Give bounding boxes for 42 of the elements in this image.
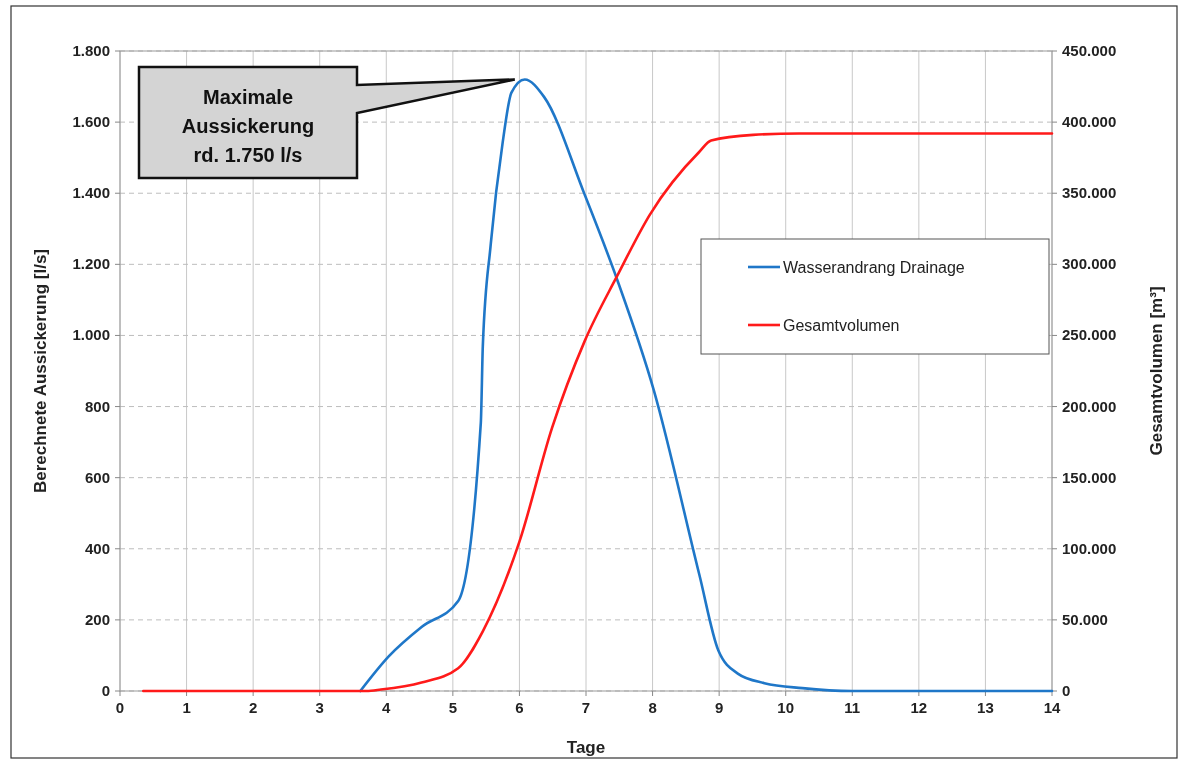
x-tick-label: 3 <box>315 699 324 716</box>
annotation: Maximale Aussickerung rd. 1.750 l/s <box>181 86 315 166</box>
x-tick-label: 7 <box>581 699 591 716</box>
x-tick-label: 5 <box>448 699 458 716</box>
y2-tick-label: 100.000 <box>1062 539 1117 557</box>
x-tick-label: 10 <box>777 699 795 716</box>
y2-tick-label: 0 <box>1062 682 1071 699</box>
y-tick-label: 0 <box>101 682 110 699</box>
y2-tick-label: 50.000 <box>1062 610 1108 628</box>
y2-tick-label: 200.000 <box>1062 397 1117 415</box>
y2-tick-label: 450.000 <box>1062 42 1117 59</box>
x-tick-label: 4 <box>382 699 392 716</box>
y2-tick-label: 350.000 <box>1062 184 1117 202</box>
x-tick-label: 13 <box>977 699 994 716</box>
x-axis-title: Tage <box>566 738 606 757</box>
x-tick-label: 2 <box>248 699 258 716</box>
y-tick-label: 1.000 <box>72 326 110 344</box>
line-series <box>359 78 1054 693</box>
y-tick-label: 1.600 <box>72 113 110 131</box>
y-tick-label: 1.400 <box>72 184 110 202</box>
x-tick-label: 12 <box>910 699 928 716</box>
y2-tick-label: 400.000 <box>1062 113 1117 131</box>
x-tick-label: 0 <box>115 699 125 716</box>
y2-tick-label: 300.000 <box>1062 255 1117 273</box>
y-tick-label: 800 <box>84 397 110 415</box>
x-tick-label: 1 <box>182 699 191 716</box>
legend-label: Gesamtvolumen <box>783 317 900 334</box>
y2-tick-label: 150.000 <box>1062 468 1117 486</box>
y2-axis-title: Gesamtvolumen [m³] <box>1147 286 1166 456</box>
y-tick-label: 1.200 <box>72 255 110 273</box>
y-tick-label: 1.800 <box>72 42 110 59</box>
y-tick-label: 400 <box>84 539 110 557</box>
y-axis-title: Berechnete Aussickerung [l/s] <box>31 248 50 494</box>
x-tick-label: 11 <box>844 699 861 716</box>
x-tick-label: 8 <box>648 699 657 716</box>
x-tick-label: 14 <box>1043 699 1061 716</box>
x-tick-label: 6 <box>515 699 524 716</box>
legend-label: Wasserandrang Drainage <box>783 259 965 276</box>
y-tick-label: 600 <box>84 468 110 486</box>
y2-tick-label: 250.000 <box>1062 326 1117 344</box>
y-tick-label: 200 <box>84 610 110 628</box>
x-tick-label: 9 <box>714 699 724 716</box>
